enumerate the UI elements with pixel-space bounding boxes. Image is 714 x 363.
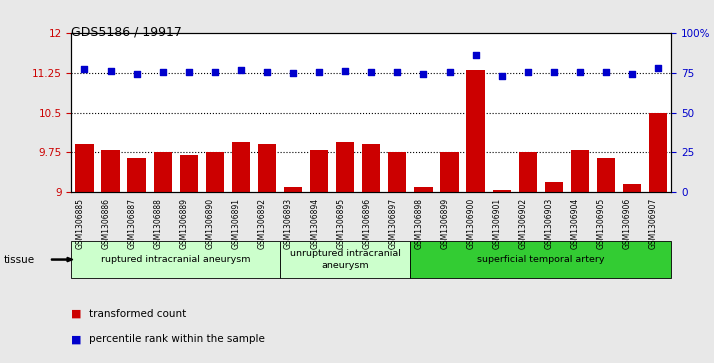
- Text: GSM1306888: GSM1306888: [154, 198, 163, 249]
- Point: [444, 69, 456, 75]
- Text: GSM1306906: GSM1306906: [623, 198, 632, 249]
- Point: [79, 66, 90, 72]
- Point: [261, 69, 273, 74]
- Text: unruptured intracranial
aneurysm: unruptured intracranial aneurysm: [290, 249, 401, 270]
- Text: GSM1306904: GSM1306904: [571, 198, 580, 249]
- Point: [105, 68, 116, 74]
- Point: [235, 67, 246, 73]
- Point: [496, 73, 508, 79]
- Point: [470, 52, 481, 58]
- Text: ■: ■: [71, 309, 82, 319]
- Bar: [414, 187, 433, 192]
- Text: GSM1306886: GSM1306886: [101, 198, 111, 249]
- Text: GSM1306898: GSM1306898: [414, 198, 423, 249]
- Bar: [518, 152, 537, 192]
- Bar: [623, 184, 641, 192]
- Text: GSM1306903: GSM1306903: [545, 198, 554, 249]
- Bar: [206, 152, 224, 192]
- Text: superficial temporal artery: superficial temporal artery: [477, 255, 605, 264]
- Text: GSM1306889: GSM1306889: [180, 198, 188, 249]
- Point: [131, 71, 142, 77]
- Text: GSM1306890: GSM1306890: [206, 198, 215, 249]
- Text: percentile rank within the sample: percentile rank within the sample: [89, 334, 265, 344]
- Text: GSM1306900: GSM1306900: [466, 198, 476, 249]
- Text: GSM1306885: GSM1306885: [76, 198, 84, 249]
- Text: GSM1306897: GSM1306897: [388, 198, 398, 249]
- Point: [339, 68, 351, 74]
- Text: tissue: tissue: [4, 254, 35, 265]
- Bar: [545, 182, 563, 192]
- Bar: [649, 113, 668, 192]
- Bar: [284, 187, 302, 192]
- Point: [157, 69, 169, 75]
- Text: GSM1306902: GSM1306902: [519, 198, 528, 249]
- Point: [626, 71, 638, 77]
- Bar: [388, 152, 406, 192]
- Bar: [597, 158, 615, 192]
- Text: GSM1306894: GSM1306894: [310, 198, 319, 249]
- Text: GSM1306899: GSM1306899: [441, 198, 450, 249]
- Bar: [75, 144, 94, 192]
- Point: [653, 65, 664, 71]
- Text: GSM1306907: GSM1306907: [649, 198, 658, 249]
- Bar: [362, 144, 381, 192]
- Bar: [493, 190, 511, 192]
- Text: transformed count: transformed count: [89, 309, 186, 319]
- Bar: [310, 150, 328, 192]
- Point: [574, 69, 585, 74]
- Point: [600, 69, 612, 74]
- Point: [522, 69, 533, 75]
- Point: [366, 69, 377, 74]
- Bar: [154, 152, 172, 192]
- Text: GSM1306893: GSM1306893: [284, 198, 293, 249]
- Point: [183, 69, 194, 74]
- Bar: [336, 142, 354, 192]
- Text: GSM1306896: GSM1306896: [362, 198, 371, 249]
- Bar: [232, 142, 250, 192]
- Bar: [101, 150, 120, 192]
- Bar: [258, 144, 276, 192]
- Point: [392, 69, 403, 74]
- Bar: [466, 70, 485, 192]
- Bar: [570, 150, 589, 192]
- Point: [287, 70, 298, 76]
- Point: [548, 69, 560, 75]
- Text: ruptured intracranial aneurysm: ruptured intracranial aneurysm: [101, 255, 251, 264]
- Text: GSM1306891: GSM1306891: [232, 198, 241, 249]
- Text: GSM1306892: GSM1306892: [258, 198, 267, 249]
- Text: ■: ■: [71, 334, 82, 344]
- Text: GSM1306901: GSM1306901: [493, 198, 502, 249]
- Bar: [180, 155, 198, 192]
- Point: [418, 71, 429, 77]
- Point: [313, 69, 325, 75]
- Text: GDS5186 / 19917: GDS5186 / 19917: [71, 25, 182, 38]
- Bar: [128, 158, 146, 192]
- Text: GSM1306895: GSM1306895: [336, 198, 345, 249]
- Text: GSM1306905: GSM1306905: [597, 198, 606, 249]
- Point: [209, 69, 221, 75]
- Text: GSM1306887: GSM1306887: [128, 198, 136, 249]
- Bar: [441, 152, 458, 192]
